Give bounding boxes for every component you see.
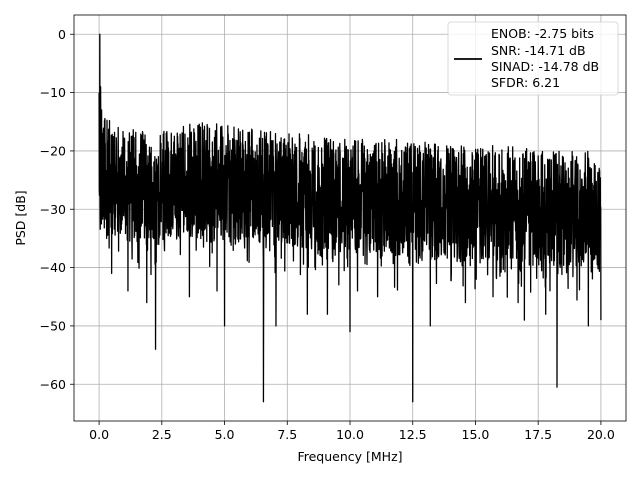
legend-entry-sfdr: SFDR: 6.21 [491, 75, 560, 90]
x-tick-label: 10.0 [336, 427, 364, 442]
x-tick-label: 17.5 [524, 427, 552, 442]
x-tick-label: 7.5 [277, 427, 297, 442]
legend-entry-sinad: SINAD: -14.78 dB [491, 59, 599, 74]
y-axis-ticks: 0 −10 −20 −30 −40 −50 −60 [40, 27, 74, 392]
x-tick-label: 0.0 [89, 427, 109, 442]
x-tick-label: 5.0 [215, 427, 235, 442]
x-axis-ticks: 0.0 2.5 5.0 7.5 10.0 12.5 15.0 17.5 20.0 [89, 421, 615, 442]
legend-box [447, 21, 619, 96]
x-tick-label: 12.5 [399, 427, 427, 442]
x-tick-label: 15.0 [462, 427, 490, 442]
y-tick-label: −40 [40, 260, 66, 275]
x-tick-label: 2.5 [152, 427, 172, 442]
plot-area [98, 33, 602, 403]
legend-entry-snr: SNR: -14.71 dB [491, 43, 586, 58]
legend: ENOB: -2.75 bits SNR: -14.71 dB SINAD: -… [447, 21, 619, 96]
x-tick-label: 20.0 [587, 427, 615, 442]
psd-series-line [98, 33, 602, 403]
y-tick-label: −10 [40, 85, 66, 100]
y-tick-label: −30 [40, 202, 66, 217]
legend-entry-enob: ENOB: -2.75 bits [491, 26, 594, 41]
y-tick-label: −60 [40, 377, 66, 392]
y-tick-label: 0 [58, 27, 66, 42]
y-tick-label: −20 [40, 143, 66, 158]
x-axis-label: Frequency [MHz] [297, 449, 402, 464]
y-axis-label: PSD [dB] [13, 190, 28, 245]
y-tick-label: −50 [40, 318, 66, 333]
